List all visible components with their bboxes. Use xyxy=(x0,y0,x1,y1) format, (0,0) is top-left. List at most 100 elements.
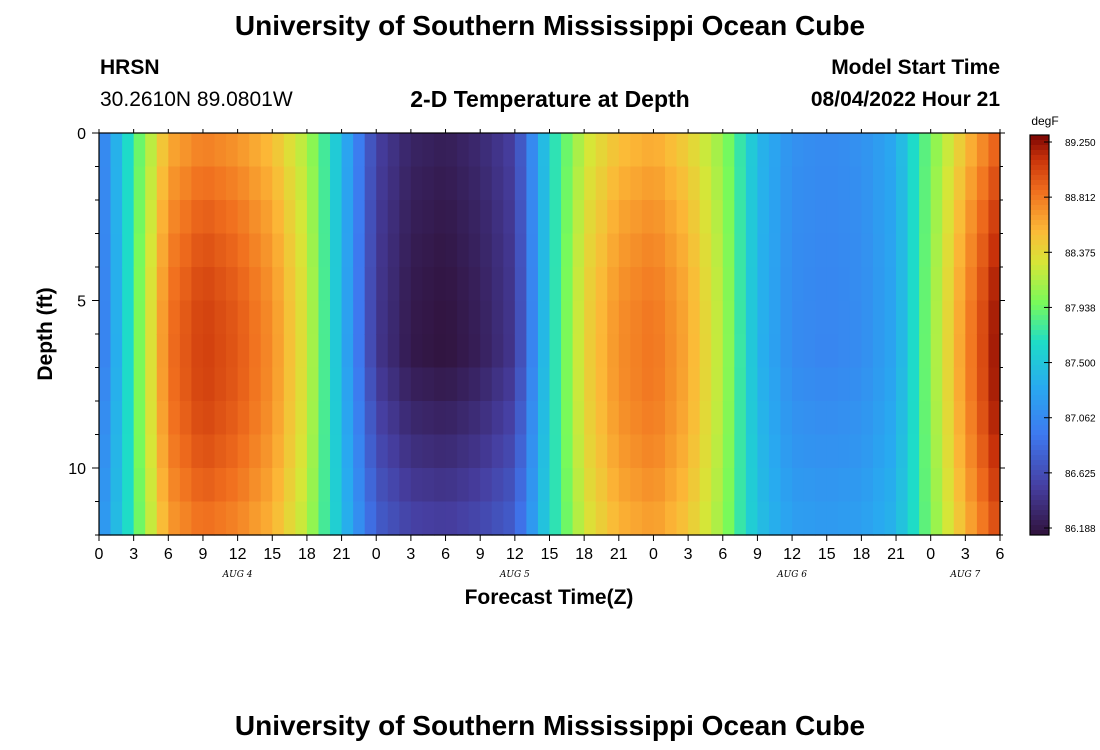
heatmap-cell xyxy=(595,401,608,436)
colorbar-segment xyxy=(1030,370,1049,376)
heatmap-cell xyxy=(942,334,955,369)
heatmap-cell xyxy=(99,267,112,302)
heatmap-cell xyxy=(237,133,250,168)
heatmap-cell xyxy=(110,434,123,469)
heatmap-cell xyxy=(618,334,631,369)
heatmap-cell xyxy=(202,267,216,302)
heatmap-cell xyxy=(168,401,181,436)
colorbar-segment xyxy=(1030,350,1049,356)
heatmap-cell xyxy=(330,133,343,168)
x-tick-label: 15 xyxy=(263,546,281,563)
day-label: AUG 7 xyxy=(949,570,980,580)
colorbar-segment xyxy=(1030,410,1049,416)
heatmap-cell xyxy=(953,200,966,235)
heatmap-cell xyxy=(734,166,747,201)
colorbar-segment xyxy=(1030,510,1049,516)
heatmap-cell xyxy=(768,367,782,402)
colorbar-segment xyxy=(1030,210,1049,216)
heatmap-cell xyxy=(433,367,447,402)
heatmap-cell xyxy=(595,468,608,503)
heatmap-cell xyxy=(976,233,990,268)
heatmap-cell xyxy=(133,166,146,201)
heatmap-cell xyxy=(572,233,585,268)
heatmap-cell xyxy=(653,233,666,268)
heatmap-cell xyxy=(757,200,770,235)
heatmap-cell xyxy=(353,133,366,168)
heatmap-cell xyxy=(503,200,516,235)
heatmap-cell xyxy=(514,334,527,369)
heatmap-cell xyxy=(930,166,943,201)
heatmap-cell xyxy=(896,367,909,402)
heatmap-cell xyxy=(237,367,250,402)
heatmap-cell xyxy=(584,334,597,369)
heatmap-cell xyxy=(491,434,504,469)
heatmap-cell xyxy=(896,267,909,302)
heatmap-cell xyxy=(630,401,643,436)
heatmap-cell xyxy=(780,468,793,503)
heatmap-cell xyxy=(676,200,689,235)
heatmap-cell xyxy=(768,300,782,335)
colorbar-segment xyxy=(1030,405,1049,411)
heatmap-cell xyxy=(942,166,955,201)
heatmap-cell xyxy=(122,233,135,268)
heatmap-cell xyxy=(965,200,978,235)
heatmap-cell xyxy=(318,267,331,302)
heatmap-cell xyxy=(595,166,608,201)
heatmap-cell xyxy=(410,300,424,335)
x-tick-label: 15 xyxy=(818,546,836,563)
heatmap-cell xyxy=(99,334,112,369)
main-title: University of Southern Mississippi Ocean… xyxy=(234,10,866,41)
heatmap-cell xyxy=(387,367,400,402)
heatmap-cell xyxy=(457,133,470,168)
heatmap-cell xyxy=(295,501,308,536)
heatmap-cell xyxy=(849,233,862,268)
heatmap-cell xyxy=(537,166,551,201)
heatmap-cell xyxy=(110,367,123,402)
heatmap-cell xyxy=(468,200,481,235)
heatmap-cell xyxy=(665,233,678,268)
heatmap-cell xyxy=(295,133,308,168)
heatmap-cell xyxy=(595,200,608,235)
heatmap-cell xyxy=(803,367,816,402)
x-tick-label: 12 xyxy=(506,546,524,563)
heatmap-cell xyxy=(699,200,712,235)
heatmap-cell xyxy=(445,501,458,536)
heatmap-cell xyxy=(156,233,169,268)
heatmap-cell xyxy=(826,468,839,503)
day-label: AUG 6 xyxy=(776,570,807,580)
heatmap-cell xyxy=(699,233,712,268)
heatmap-cell xyxy=(214,501,227,536)
x-axis: 0 3 6 9 12 15 18 21 0 3 6 9 12 15 18 21 0 3 6 9 12 15 18 21 0 3 6 A… xyxy=(95,129,1005,580)
heatmap-cell xyxy=(641,233,655,268)
heatmap-cell xyxy=(745,233,759,268)
heatmap-cell xyxy=(734,334,747,369)
colorbar-segment xyxy=(1030,345,1049,351)
heatmap-cell xyxy=(445,367,458,402)
heatmap-cell xyxy=(422,501,435,536)
heatmap-cell xyxy=(988,300,1001,335)
heatmap-cell xyxy=(295,401,308,436)
heatmap-cell xyxy=(630,334,643,369)
heatmap-cell xyxy=(422,166,435,201)
heatmap-cell xyxy=(768,401,782,436)
heatmap-cell xyxy=(353,401,366,436)
heatmap-cell xyxy=(745,367,759,402)
colorbar-segment xyxy=(1030,465,1049,471)
heatmap-cell xyxy=(734,300,747,335)
heatmap-cell xyxy=(272,233,285,268)
heatmap-cell xyxy=(803,434,816,469)
heatmap-cell xyxy=(803,267,816,302)
heatmap-cell xyxy=(457,233,470,268)
heatmap-cell xyxy=(711,233,724,268)
x-tick-label: 6 xyxy=(164,546,173,563)
heatmap-cell xyxy=(988,233,1001,268)
heatmap-cell xyxy=(965,300,978,335)
heatmap-cell xyxy=(607,300,620,335)
heatmap-cell xyxy=(849,468,862,503)
heatmap-cell xyxy=(930,133,943,168)
heatmap-cell xyxy=(884,133,897,168)
heatmap-cell xyxy=(272,367,285,402)
heatmap-cell xyxy=(330,200,343,235)
heatmap-cell xyxy=(202,367,216,402)
heatmap-cell xyxy=(630,267,643,302)
